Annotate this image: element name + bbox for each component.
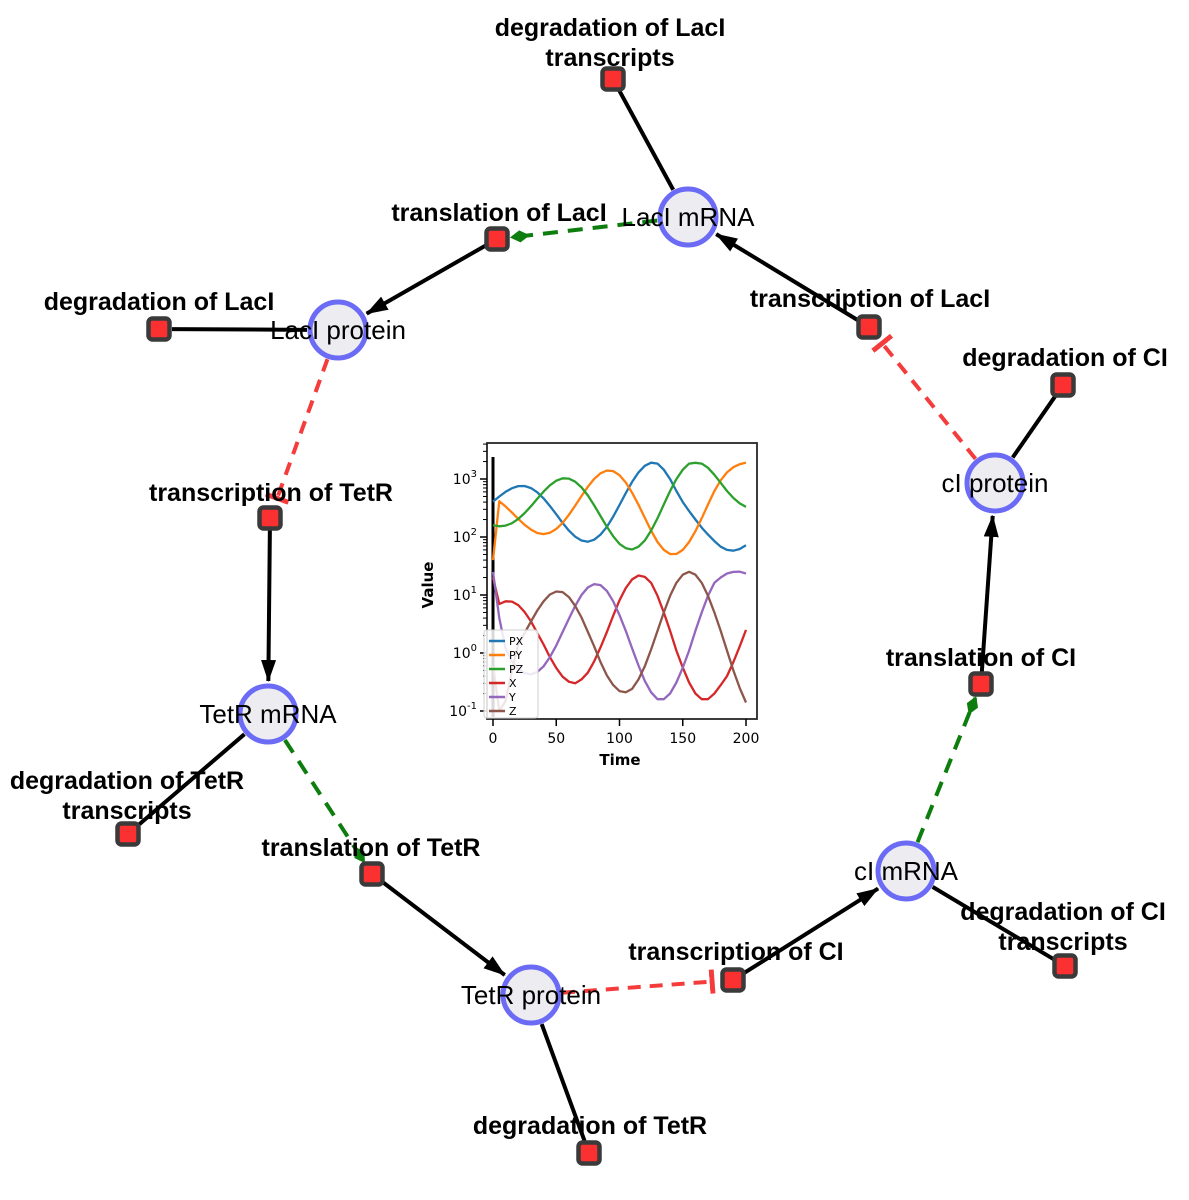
y-axis-label: Value (419, 562, 437, 609)
legend-label-PZ: PZ (509, 663, 524, 676)
reaction-node-transl_laci[interactable]: translation of LacI (391, 199, 607, 252)
species-circle[interactable] (964, 452, 1026, 514)
reaction-label: translation of LacI (391, 199, 606, 227)
reaction-label: degradation of TetR transcripts (10, 767, 244, 825)
reaction-square[interactable] (484, 226, 510, 252)
reaction-square[interactable] (359, 861, 385, 887)
reaction-label: translation of CI (886, 644, 1076, 672)
reaction-square[interactable] (146, 316, 172, 342)
legend-label-X: X (509, 677, 517, 690)
reaction-square[interactable] (856, 314, 882, 340)
edge-reactant-tetr_protein-deg_tetr (539, 1023, 587, 1142)
reaction-node-deg_laci[interactable]: degradation of LacI (44, 288, 275, 342)
y-tick-label: 10-1 (449, 701, 477, 720)
reaction-square[interactable] (1052, 953, 1078, 979)
reaction-label: degradation of TetR (473, 1112, 707, 1140)
series-X (491, 574, 748, 701)
edge-reactant-tetr_mrna-deg_tetr_tx (136, 732, 246, 828)
edge-layer (136, 89, 1058, 1142)
species-circle[interactable] (657, 186, 719, 248)
legend-label-Y: Y (508, 691, 516, 704)
species-node-tetr_protein[interactable]: TetR protein (461, 964, 601, 1026)
reaction-square[interactable] (1050, 372, 1076, 398)
species-node-ci_mrna[interactable]: cI mRNA (854, 840, 959, 902)
reaction-label: transcription of TetR (149, 479, 393, 507)
reaction-node-deg_ci_tx[interactable]: degradation of CI transcripts (960, 898, 1166, 979)
y-tick-label: 103 (453, 469, 477, 488)
edge-product-tx_ci-ci_mrna (742, 886, 880, 976)
series-PY (491, 461, 747, 561)
species-label: LacI mRNA (622, 202, 756, 232)
species-node-tetr_mrna[interactable]: TetR mRNA (199, 683, 337, 745)
series-PX (492, 461, 747, 552)
species-node-laci_mrna[interactable]: LacI mRNA (622, 186, 756, 248)
legend-label-Z: Z (509, 705, 517, 718)
edge-product-tx_tetr-tetr_mrna (261, 529, 277, 683)
species-node-laci_protein[interactable]: LacI protein (270, 299, 406, 361)
reaction-node-transl_ci[interactable]: translation of CI (886, 644, 1076, 697)
timecourse-plot: 0 50 100 150 20010-1100101102103TimeValuePXP… (419, 442, 760, 769)
reaction-node-deg_tetr_tx[interactable]: degradation of TetR transcripts (10, 767, 244, 847)
species-circle[interactable] (307, 299, 369, 361)
reaction-node-deg_laci_tx[interactable]: degradation of LacI transcripts (495, 14, 726, 92)
edge-inhibitor-tetr_protein-tx_ci (561, 969, 716, 995)
reaction-label: translation of TetR (262, 834, 481, 862)
x-tick-label: 150 (669, 731, 696, 747)
x-tick-label: 200 (733, 731, 760, 747)
reaction-square[interactable] (115, 821, 141, 847)
edge-product-transl_tetr-tetr_protein (380, 879, 506, 977)
reaction-node-transl_tetr[interactable]: translation of TetR (262, 834, 481, 887)
edge-product-transl_laci-laci_protein (365, 243, 488, 316)
reaction-node-deg_tetr[interactable]: degradation of TetR (473, 1112, 707, 1166)
species-circle[interactable] (500, 964, 562, 1026)
edge-product-tx_laci-laci_mrna (715, 232, 860, 323)
reaction-node-deg_ci[interactable]: degradation of CI (962, 344, 1168, 398)
reaction-square[interactable] (720, 967, 746, 993)
reaction-label: degradation of LacI transcripts (495, 14, 726, 72)
reaction-square[interactable] (968, 671, 994, 697)
legend-label-PY: PY (509, 649, 522, 662)
series-Z (491, 570, 748, 713)
reaction-square[interactable] (576, 1140, 602, 1166)
reaction-label: transcription of LacI (750, 285, 990, 313)
reaction-square[interactable] (600, 66, 626, 92)
series-PZ (492, 461, 747, 551)
edge-modifier-ci_mrna-transl_ci (915, 696, 979, 843)
species-node-ci_protein[interactable]: cI protein (942, 452, 1049, 514)
species-circle[interactable] (237, 683, 299, 745)
species-label: cI protein (942, 468, 1049, 498)
x-axis-label: Time (599, 751, 640, 769)
reaction-node-tx_ci[interactable]: transcription of CI (628, 938, 844, 993)
species-label: LacI protein (270, 315, 406, 345)
x-tick-label: 100 (606, 731, 633, 747)
edge-reactant-laci_mrna-deg_laci_tx (617, 89, 675, 191)
edge-reactant-ci_mrna-deg_ci_tx (931, 885, 1055, 962)
reaction-label: degradation of LacI (44, 288, 275, 316)
species-label: TetR mRNA (199, 699, 337, 729)
reaction-label: degradation of CI (962, 344, 1168, 372)
reaction-node-tx_laci[interactable]: transcription of LacI (750, 285, 990, 340)
species-label: cI mRNA (854, 856, 959, 886)
y-tick-label: 101 (453, 585, 477, 604)
x-tick-label: 0 (489, 731, 498, 747)
species-circle[interactable] (875, 840, 937, 902)
edge-product-transl_ci-ci_protein (979, 514, 999, 673)
reaction-label: degradation of CI transcripts (960, 898, 1166, 956)
reaction-node-tx_tetr[interactable]: transcription of TetR (149, 479, 393, 531)
species-label: TetR protein (461, 980, 601, 1010)
edge-inhibitor-laci_protein-tx_tetr (265, 358, 330, 505)
x-tick-label: 50 (547, 731, 565, 747)
edge-reactant-laci_protein-deg_laci (171, 327, 308, 332)
legend-label-PX: PX (509, 635, 524, 648)
reaction-square[interactable] (257, 505, 283, 531)
y-tick-label: 100 (453, 643, 477, 662)
edge-inhibitor-ci_protein-tx_laci (871, 333, 978, 461)
edge-reactant-ci_protein-deg_ci (1011, 394, 1058, 459)
reaction-label: transcription of CI (628, 938, 843, 966)
y-tick-label: 102 (453, 527, 477, 546)
